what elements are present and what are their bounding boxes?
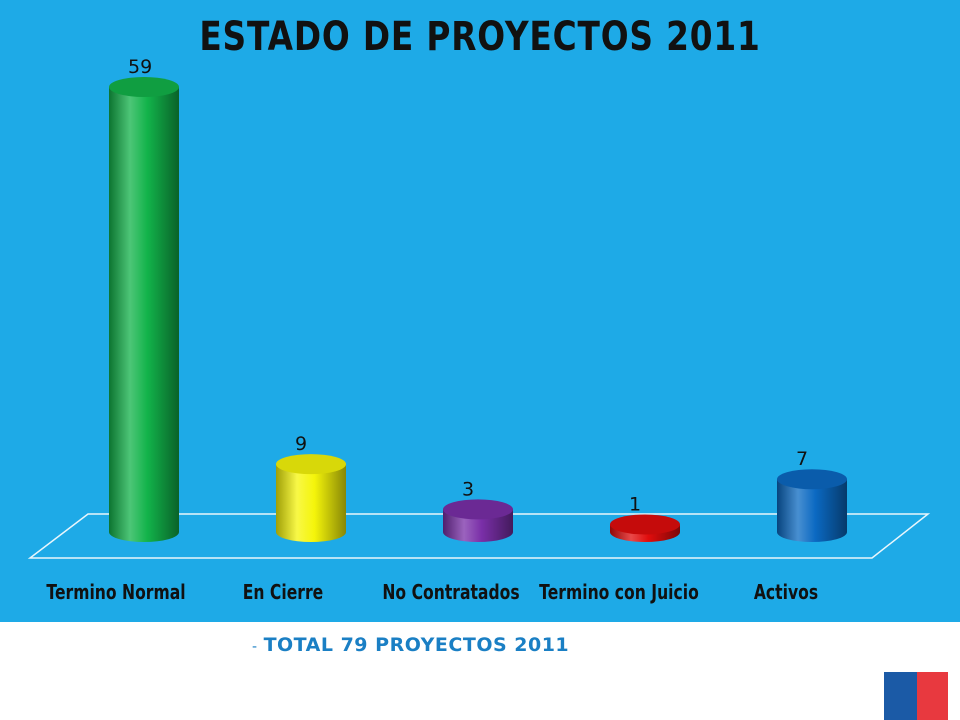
bar-top-termino-normal (109, 77, 179, 97)
bar-chart: 59 9 3 1 7 Termino Normal En Cierre No Contrat… (27, 56, 931, 605)
bar-top-en-cierre (276, 454, 346, 475)
category-label-termino-normal: Termino Normal (46, 581, 185, 604)
category-label-termino-con-juicio: Termino con Juicio (539, 581, 699, 604)
category-label-en-cierre: En Cierre (243, 581, 323, 604)
footer-text: TOTAL 79 PROYECTOS 2011 (263, 634, 570, 656)
data-labels-group: 59 9 3 1 7 (128, 56, 808, 515)
category-label-no-contratados: No Contratados (382, 581, 519, 604)
bar-top-termino-con-juicio (610, 514, 680, 535)
category-label-activos: Activos (754, 581, 818, 604)
data-label-activos: 7 (796, 448, 808, 470)
bar-top-no-contratados (443, 499, 513, 520)
bar-termino-normal (109, 87, 179, 542)
footer-note: - TOTAL 79 PROYECTOS 2011 (252, 634, 569, 656)
bars-group (109, 77, 847, 542)
data-label-no-contratados: 3 (462, 478, 474, 500)
chile-flag-logo (880, 670, 950, 720)
data-label-en-cierre: 9 (295, 433, 307, 455)
chart-floor (27, 513, 931, 559)
data-label-termino-con-juicio: 1 (629, 493, 641, 515)
bar-activos (777, 479, 847, 542)
footer-dash: - (252, 639, 258, 655)
bar-top-activos (777, 469, 847, 490)
bar-en-cierre (276, 464, 346, 542)
chart-title: ESTADO DE PROYECTOS 2011 (199, 14, 761, 60)
data-label-termino-normal: 59 (128, 56, 152, 78)
category-labels-group: Termino Normal En Cierre No Contratados Ter… (46, 581, 818, 604)
